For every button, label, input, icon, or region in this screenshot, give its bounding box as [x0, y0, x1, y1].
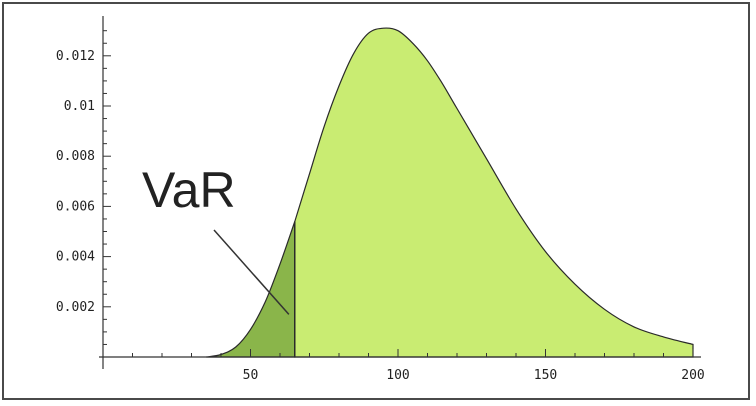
var-density-chart: 0.002 0.004 0.006 0.008 0.01 0.012 50 100 150 200… [56, 16, 705, 383]
var-annotation: VaR [142, 162, 290, 315]
x-tick-label: 100 [386, 368, 409, 383]
y-tick-label: 0.01 [64, 99, 95, 114]
x-tick-label: 150 [534, 368, 557, 383]
var-annotation-label: VaR [142, 162, 236, 218]
body-area [294, 27, 694, 358]
var-tail-area [206, 221, 296, 358]
ticks: 0.002 0.004 0.006 0.008 0.01 0.012 50 100 150 200 [56, 30, 705, 383]
y-tick-label: 0.002 [56, 300, 95, 315]
axes [99, 16, 701, 369]
x-tick-label: 50 [243, 368, 259, 383]
y-tick-label: 0.008 [56, 149, 95, 164]
x-tick-label: 200 [681, 368, 704, 383]
density-areas [206, 27, 694, 358]
var-annotation-pointer [213, 229, 290, 315]
y-tick-label: 0.006 [56, 199, 95, 214]
y-tick-label: 0.004 [56, 250, 95, 265]
y-tick-label: 0.012 [56, 49, 95, 64]
chart-frame: 0.002 0.004 0.006 0.008 0.01 0.012 50 100 150 200… [2, 2, 750, 400]
